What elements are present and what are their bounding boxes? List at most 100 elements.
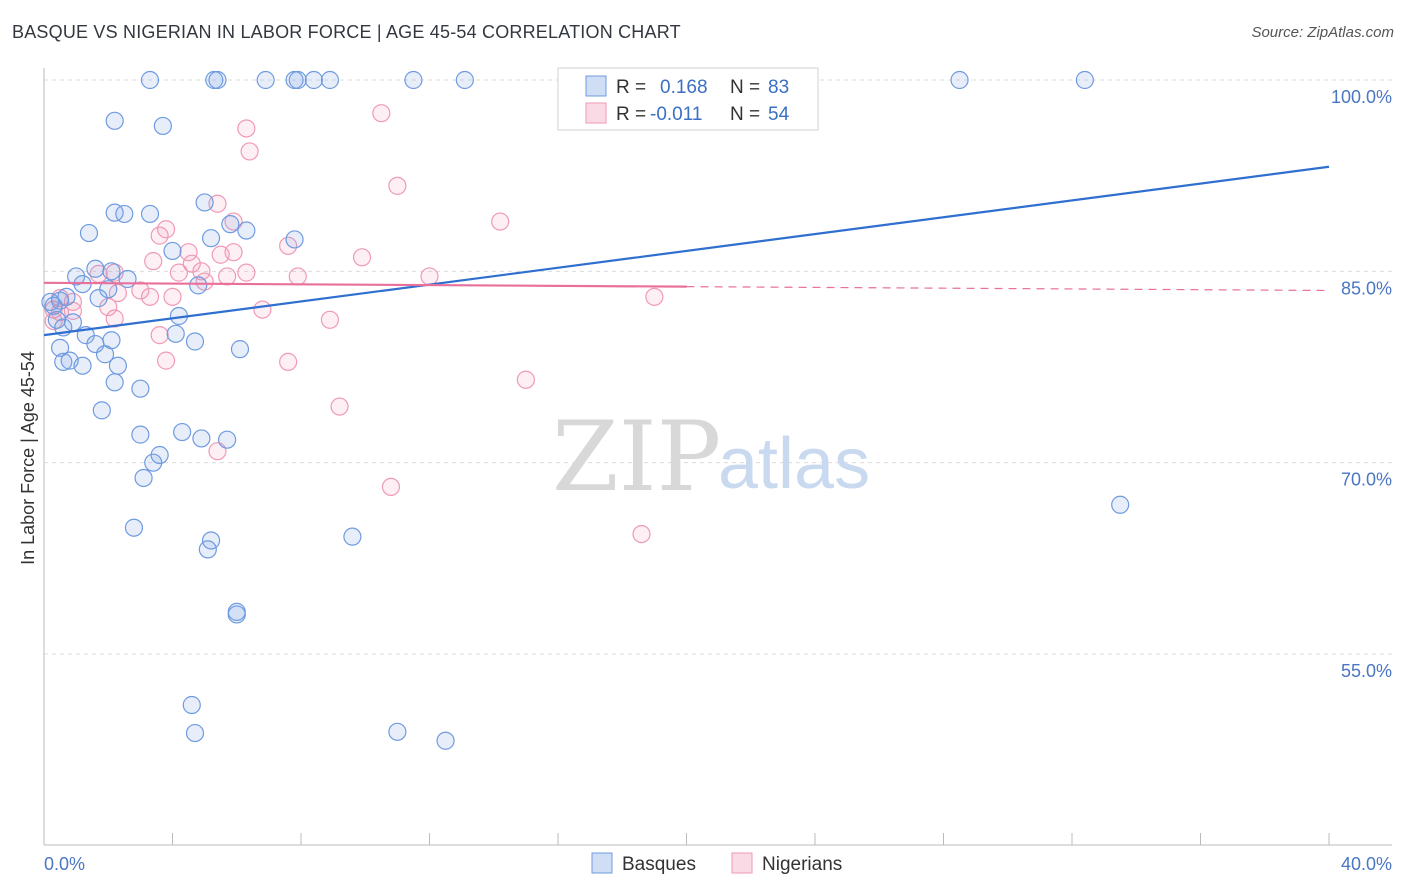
basque-point-57 bbox=[192, 429, 211, 448]
basque-point-65 bbox=[343, 527, 362, 546]
legend-basque-n-value: 83 bbox=[768, 77, 789, 98]
basque-point-23 bbox=[163, 241, 182, 261]
legend-swatch-basque bbox=[585, 75, 607, 97]
basque-point-0 bbox=[140, 70, 160, 90]
basque-point-35 bbox=[189, 276, 208, 295]
x-axis-ticks bbox=[43, 833, 1330, 845]
nigerian-point-18 bbox=[169, 263, 189, 282]
nigerian-point-28 bbox=[140, 287, 160, 306]
bottom-legend-basque: Basques bbox=[622, 854, 696, 875]
basque-point-9 bbox=[455, 70, 474, 90]
basque-point-12 bbox=[105, 111, 124, 130]
nigerian-point-47 bbox=[381, 477, 401, 497]
y-tick-label-85: 85.0% bbox=[1341, 278, 1392, 298]
bottom-legend-swatch-nigerian bbox=[731, 852, 753, 874]
nigerian-point-10 bbox=[179, 243, 198, 262]
watermark-atlas: atlas bbox=[718, 424, 870, 504]
chart-title: BASQUE VS NIGERIAN IN LABOR FORCE | AGE … bbox=[12, 22, 681, 42]
basque-point-61 bbox=[134, 468, 153, 488]
basque-point-6 bbox=[304, 70, 323, 90]
basque-point-50 bbox=[95, 345, 115, 364]
basque-point-45 bbox=[230, 340, 250, 359]
legend-basque-n-label: N = bbox=[730, 77, 760, 98]
nigerian-point-16 bbox=[182, 254, 201, 273]
trend-lines bbox=[43, 165, 1330, 337]
basque-point-42 bbox=[166, 324, 185, 343]
nigerian-trend-line bbox=[43, 281, 687, 288]
nigerian-point-27 bbox=[108, 283, 127, 303]
bottom-legend: Basques Nigerians bbox=[591, 852, 842, 875]
nigerian-point-17 bbox=[192, 262, 211, 281]
nigerian-point-38 bbox=[150, 326, 169, 345]
basque-point-15 bbox=[105, 203, 124, 222]
nigerian-point-44 bbox=[516, 370, 535, 389]
watermark: ZIP atlas bbox=[552, 401, 870, 513]
nigerian-point-41 bbox=[645, 287, 664, 306]
basque-point-47 bbox=[54, 352, 73, 371]
basque-point-32 bbox=[118, 269, 137, 289]
basque-point-60 bbox=[144, 453, 163, 472]
basque-trend-line bbox=[43, 165, 1330, 337]
basque-point-46 bbox=[50, 338, 70, 357]
basque-point-2 bbox=[208, 70, 227, 90]
nigerian-point-4 bbox=[388, 176, 407, 195]
nigerian-point-40 bbox=[320, 310, 340, 329]
y-axis-label: In Labor Force | Age 45-54 bbox=[18, 351, 38, 565]
nigerian-point-20 bbox=[218, 267, 237, 286]
basque-point-30 bbox=[86, 259, 105, 278]
basque-point-49 bbox=[73, 356, 92, 375]
basque-point-5 bbox=[288, 70, 307, 90]
nigerian-point-39 bbox=[253, 300, 272, 319]
legend-basque-r-label: R = bbox=[616, 77, 646, 98]
basque-point-58 bbox=[218, 430, 237, 449]
basque-point-52 bbox=[105, 373, 124, 392]
nigerian-trend-line-extension bbox=[686, 286, 1330, 292]
nigerian-point-36 bbox=[105, 309, 124, 328]
nigerian-point-15 bbox=[144, 252, 163, 271]
basque-point-7 bbox=[320, 70, 340, 90]
source-label: Source: ZipAtlas.com bbox=[1251, 24, 1394, 41]
basque-point-53 bbox=[131, 379, 150, 398]
basque-point-10 bbox=[950, 70, 969, 90]
basque-point-71 bbox=[436, 731, 455, 750]
legend-swatch-nigerian bbox=[585, 102, 607, 124]
basque-points bbox=[41, 70, 1130, 750]
nigerian-point-29 bbox=[163, 287, 182, 306]
basque-point-64 bbox=[198, 540, 217, 559]
basque-point-51 bbox=[108, 356, 127, 375]
legend-nigerian-r-label: R = bbox=[616, 104, 646, 125]
basque-point-17 bbox=[140, 204, 160, 224]
grid-lines bbox=[44, 79, 1392, 655]
nigerian-point-8 bbox=[150, 226, 169, 245]
watermark-zip: ZIP bbox=[552, 401, 721, 513]
basque-point-21 bbox=[201, 229, 221, 248]
y-axis-tick-labels: 55.0% 70.0% 85.0% 100.0% bbox=[1331, 87, 1392, 681]
basque-point-31 bbox=[102, 262, 121, 281]
basque-point-16 bbox=[115, 204, 134, 224]
nigerian-point-1 bbox=[372, 104, 391, 123]
nigerian-point-42 bbox=[156, 351, 176, 370]
nigerian-point-9 bbox=[224, 212, 243, 231]
nigerian-point-48 bbox=[632, 524, 651, 544]
basque-point-44 bbox=[185, 332, 205, 351]
legend-nigerian-n-value: 54 bbox=[768, 104, 790, 125]
basque-point-70 bbox=[388, 722, 407, 741]
basque-point-34 bbox=[89, 289, 108, 308]
legend: R = 0.168 N = 83 R = -0.011 N = 54 bbox=[557, 67, 819, 131]
x-tick-label-min: 0.0% bbox=[44, 854, 85, 874]
basque-point-56 bbox=[173, 422, 192, 442]
basque-point-69 bbox=[185, 723, 205, 743]
basque-point-55 bbox=[131, 425, 150, 444]
legend-nigerian-r-value: -0.011 bbox=[650, 104, 702, 125]
bottom-legend-nigerian: Nigerians bbox=[762, 854, 842, 875]
basque-point-22 bbox=[285, 230, 304, 249]
basque-point-3 bbox=[256, 70, 275, 90]
basque-point-14 bbox=[195, 193, 214, 212]
basque-point-38 bbox=[63, 313, 83, 332]
nigerian-point-3 bbox=[240, 142, 259, 161]
nigerian-point-21 bbox=[237, 263, 256, 282]
x-tick-label-max: 40.0% bbox=[1341, 854, 1392, 874]
nigerian-point-13 bbox=[211, 245, 230, 264]
nigerian-point-14 bbox=[352, 248, 372, 267]
